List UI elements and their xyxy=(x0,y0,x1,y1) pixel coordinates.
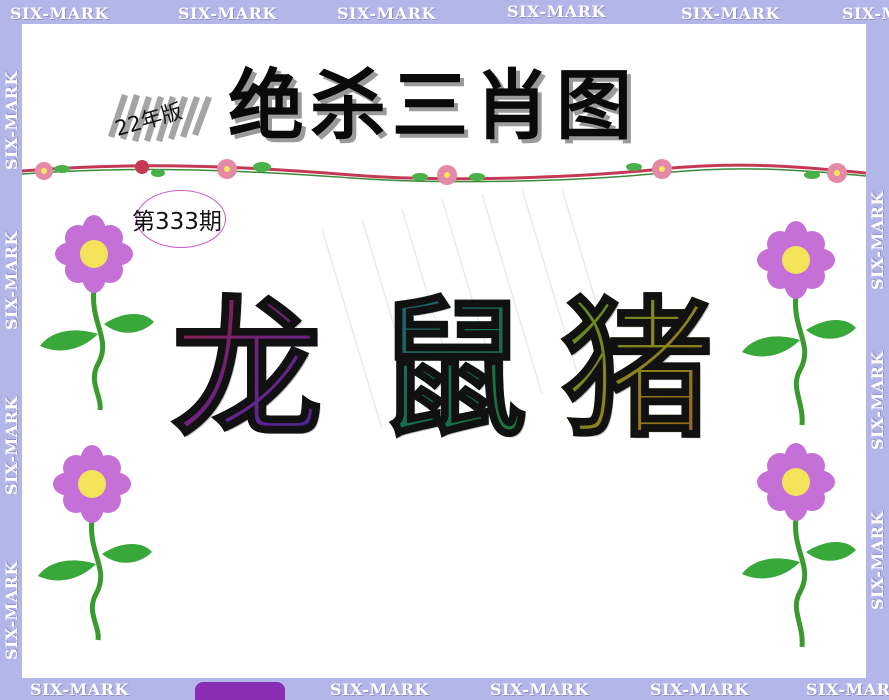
watermark-text: SIX-MARK xyxy=(650,680,749,699)
zodiac-pick-1: 龙 xyxy=(170,284,323,458)
garland-flower-icon xyxy=(626,159,672,179)
header: 22年版 绝杀三肖图 xyxy=(22,24,866,185)
hatch-lines-decoration xyxy=(321,189,623,430)
watermark-text: SIX-MARK xyxy=(178,4,277,23)
watermark-text: SIX-MARK xyxy=(806,680,889,699)
watermark-text: SIX-MARK xyxy=(30,680,129,699)
left-watermark-strip: SIX-MARK SIX-MARK SIX-MARK SIX-MARK xyxy=(0,0,22,700)
watermark-text: SIX-MARK xyxy=(2,396,21,495)
zodiac-pick-3: 猪 xyxy=(560,284,713,458)
issue-number: 第333期 xyxy=(132,209,222,235)
watermark-text: SIX-MARK xyxy=(10,4,109,23)
flower-garland xyxy=(22,159,866,185)
watermark-text: SIX-MARK xyxy=(868,511,887,610)
garland-flower-icon xyxy=(35,162,70,180)
watermark-text: SIX-MARK xyxy=(507,2,606,21)
watermark-text: SIX-MARK xyxy=(2,71,21,170)
garland-flower-icon xyxy=(217,159,271,179)
garland-flower-icon xyxy=(804,163,847,183)
watermark-text: SIX-MARK xyxy=(868,351,887,450)
zodiac-pick-2: 鼠 xyxy=(375,284,528,458)
cropped-glyph xyxy=(195,682,285,700)
main-panel: 22年版 绝杀三肖图 xyxy=(22,24,866,678)
watermark-text: SIX-MARK xyxy=(868,191,887,290)
watermark-text: SIX-MARK xyxy=(2,231,21,330)
flower-icon xyxy=(38,445,152,641)
watermark-text: SIX-MARK xyxy=(842,4,889,23)
zodiac-picks: 龙 鼠 猪 xyxy=(170,284,732,458)
watermark-text: SIX-MARK xyxy=(337,4,436,23)
watermark-text: SIX-MARK xyxy=(681,4,780,23)
flower-icon xyxy=(742,221,856,426)
shadow-stripes-decoration xyxy=(108,94,212,142)
top-watermark-strip: SIX-MARK SIX-MARK SIX-MARK SIX-MARK SIX-… xyxy=(0,2,889,24)
flower-icon xyxy=(742,443,856,648)
watermark-text: SIX-MARK xyxy=(330,680,429,699)
watermark-text: SIX-MARK xyxy=(2,561,21,660)
page-title: 绝杀三肖图 xyxy=(228,61,638,150)
issue-highlight-ring xyxy=(136,190,226,248)
flower-icon xyxy=(40,215,154,411)
garland-flower-icon xyxy=(135,160,165,177)
right-watermark-strip: SIX-MARK SIX-MARK SIX-MARK xyxy=(866,0,888,700)
watermark-text: SIX-MARK xyxy=(490,680,589,699)
garland-flower-icon xyxy=(412,165,485,185)
bottom-watermark-strip: SIX-MARK SIX-MARK SIX-MARK SIX-MARK SIX-… xyxy=(0,678,889,700)
